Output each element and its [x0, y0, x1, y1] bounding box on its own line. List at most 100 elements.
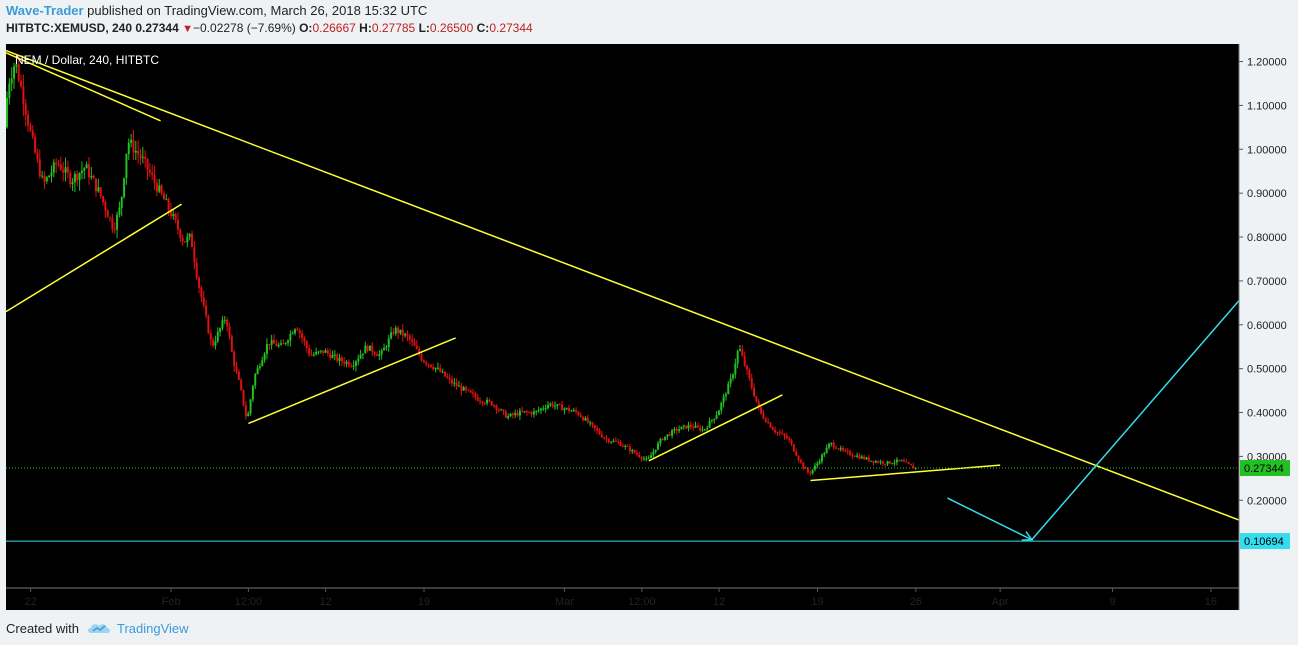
published-text: published on TradingView.com, March 26, …: [83, 3, 428, 18]
y-tick-label: 0.80000: [1247, 232, 1287, 244]
candle-body: [162, 193, 165, 200]
candle-body: [549, 403, 552, 405]
candle-body: [315, 351, 318, 355]
price-change: −0.02278 (−7.69%): [193, 21, 296, 35]
candle-body: [24, 104, 27, 115]
candle-body: [139, 154, 142, 158]
candle-body: [764, 418, 767, 423]
candle-body: [816, 463, 819, 466]
candle-body: [275, 343, 278, 347]
y-tick-label: 0.50000: [1247, 364, 1287, 376]
candle-body: [556, 404, 559, 406]
candle-body: [242, 389, 245, 406]
candle-body: [90, 175, 93, 178]
candle-body: [642, 458, 645, 460]
candle-body: [277, 344, 280, 347]
candle-body: [525, 411, 528, 413]
candle-body: [270, 340, 273, 345]
candle-body: [809, 472, 812, 474]
candle-body: [41, 175, 44, 177]
x-tick-label: 12: [320, 596, 332, 608]
candle-body: [561, 404, 564, 411]
candle-body: [469, 390, 472, 393]
candle-body: [219, 328, 222, 332]
candle-body: [198, 277, 201, 288]
candle-body: [645, 458, 648, 460]
candle-body: [731, 374, 734, 379]
candle-body: [415, 345, 418, 349]
candle-body: [596, 428, 599, 431]
candle-body: [572, 410, 575, 412]
candle-body: [146, 158, 149, 170]
candle-body: [247, 413, 250, 417]
candle-body: [420, 354, 423, 361]
candle-body: [476, 397, 479, 401]
candle-body: [870, 460, 873, 462]
candle-body: [455, 382, 458, 387]
candle-body: [727, 383, 730, 395]
candle-body: [345, 361, 348, 364]
tradingview-link[interactable]: TradingView: [116, 620, 189, 636]
last-price-line-label: 0.27344: [1244, 463, 1284, 475]
candle-body: [865, 457, 868, 460]
candle-body: [530, 412, 533, 415]
candle-body: [453, 382, 456, 384]
feb-rising-support: [248, 337, 456, 425]
chart-panel[interactable]: [6, 44, 1239, 610]
candle-body: [532, 411, 535, 415]
candle-body: [514, 413, 517, 416]
projection-down: [947, 497, 1033, 541]
candle-body: [664, 436, 667, 440]
y-tick-label: 1.10000: [1247, 100, 1287, 112]
candle-body: [78, 173, 81, 181]
candle-body: [863, 456, 866, 460]
candle-body: [167, 199, 170, 210]
candle-body: [331, 354, 334, 358]
candle-body: [406, 333, 409, 336]
candle-body: [401, 329, 404, 336]
candle-body: [537, 410, 540, 412]
candle-body: [212, 339, 215, 346]
candle-body: [849, 451, 852, 455]
candle-body: [92, 175, 95, 179]
down-triangle-icon: ▼: [182, 23, 193, 35]
candle-body: [17, 64, 20, 81]
candle-body: [450, 379, 453, 384]
candle-body: [352, 365, 355, 367]
y-tick-label: 0.90000: [1247, 188, 1287, 200]
candle-body: [326, 350, 329, 354]
candle-body: [895, 459, 898, 463]
candle-body: [673, 428, 676, 431]
candle-body: [394, 327, 397, 334]
candle-body: [589, 422, 592, 424]
candle-body: [790, 440, 793, 445]
candle-body: [577, 411, 580, 415]
candle-body: [249, 399, 252, 414]
x-tick-label: 19: [811, 596, 823, 608]
candle-body: [657, 443, 660, 450]
candle-body: [343, 361, 346, 364]
upper-left-resistance: [6, 52, 161, 122]
candle-body: [846, 450, 849, 452]
candle-body: [539, 408, 542, 411]
candle-body: [174, 214, 177, 221]
candle-body: [811, 469, 814, 474]
candle-body: [626, 445, 629, 447]
candle-body: [214, 341, 217, 346]
candle-body: [125, 153, 128, 179]
candle-body: [22, 86, 25, 105]
candle-body: [303, 337, 306, 342]
candle-body: [106, 210, 109, 218]
candle-body: [280, 343, 282, 345]
y-tick-label: 0.60000: [1247, 320, 1287, 332]
candle-body: [427, 364, 430, 366]
candle-body: [368, 345, 371, 351]
author-link[interactable]: Wave-Trader: [6, 3, 84, 18]
main-descending-resistance: [6, 49, 1239, 521]
candle-body: [701, 429, 704, 431]
candle-body: [755, 396, 758, 402]
x-tick-label: 12: [713, 596, 725, 608]
candle-body: [767, 422, 770, 424]
x-tick-label: 19: [418, 596, 430, 608]
